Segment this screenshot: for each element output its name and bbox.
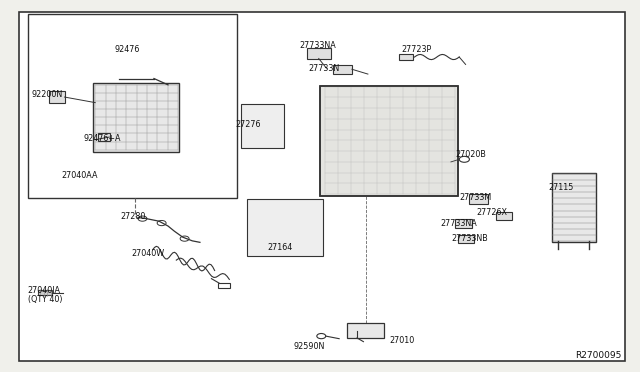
Text: 27733N: 27733N [308,64,340,73]
Text: 92590N: 92590N [293,341,324,350]
Bar [38,290,52,295]
Text: 27723P: 27723P [402,45,432,54]
Text: 27726X: 27726X [476,208,508,217]
Text: 92476+A: 92476+A [84,134,121,143]
Bar [333,65,352,74]
Bar [496,212,512,221]
Text: 27733NA: 27733NA [440,219,477,228]
Text: 27010: 27010 [389,336,414,346]
Text: R2700095: R2700095 [575,351,622,360]
Bar [49,91,65,103]
Text: 27020B: 27020B [456,150,486,159]
Text: 27276: 27276 [236,121,261,129]
Bar [247,199,323,256]
Bar [307,48,331,58]
Bar [468,194,488,204]
Text: (QTY 40): (QTY 40) [28,295,62,304]
Bar [456,219,472,228]
Text: 27040IA: 27040IA [28,286,61,295]
Text: 27040W: 27040W [132,249,164,258]
Text: 27733NB: 27733NB [451,234,488,243]
Text: 92476: 92476 [115,45,140,54]
Bar [99,133,110,141]
Text: 92200N: 92200N [31,90,63,99]
Bar [320,86,458,196]
Text: 27115: 27115 [548,183,574,192]
Bar [552,173,596,242]
Bar [348,323,385,338]
Text: 27280: 27280 [121,212,146,221]
Text: 27040AA: 27040AA [61,171,98,180]
Text: 27733NA: 27733NA [300,41,336,51]
Text: 27733M: 27733M [460,193,492,202]
Bar [241,104,284,148]
Bar [320,86,458,196]
Text: 27164: 27164 [268,243,293,251]
Bar [93,83,179,152]
Bar [218,283,230,288]
Bar [458,235,474,243]
Bar [399,54,413,60]
Bar [28,15,237,198]
